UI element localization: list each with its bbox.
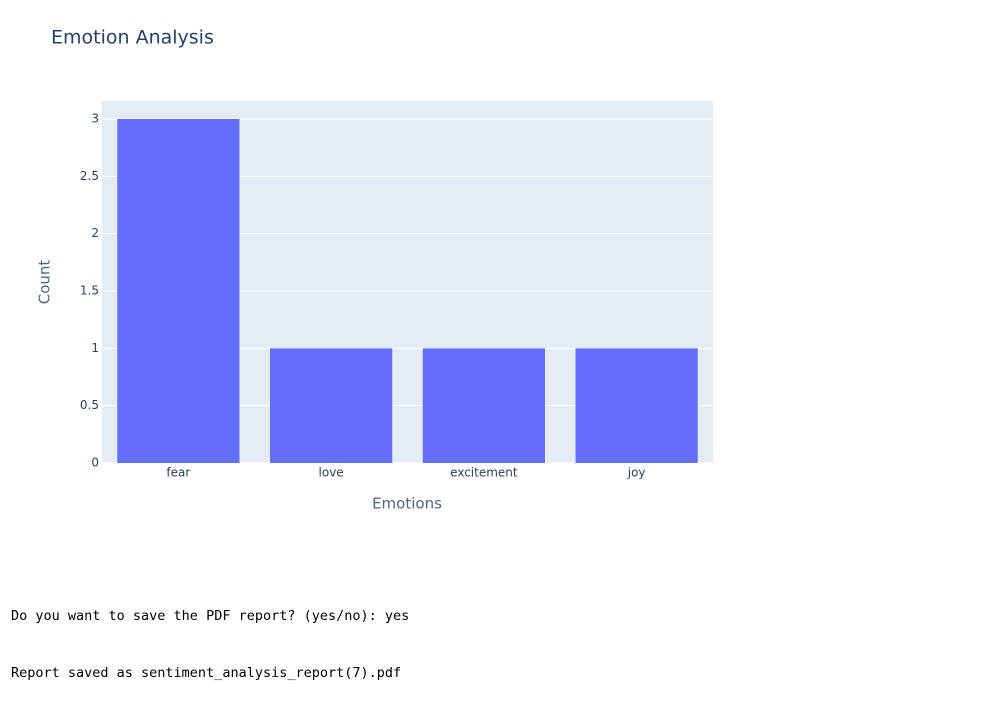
- chart: Emotion Analysis Emotions Count 0 0.5 1 1.5…: [36, 27, 713, 513]
- chart-title: Emotion Analysis: [51, 27, 214, 49]
- x-tick-label: fear: [166, 466, 190, 480]
- y-tick-label: 2: [91, 226, 99, 240]
- console-line: Do you want to save the PDF report? (yes…: [11, 608, 410, 624]
- x-axis-title: Emotions: [372, 495, 442, 513]
- x-tick-label: love: [319, 466, 344, 480]
- y-tick-label: 0.5: [80, 398, 99, 412]
- y-tick-label: 3: [91, 112, 99, 126]
- console-output: Do you want to save the PDF report? (yes…: [11, 569, 409, 702]
- bar: [422, 348, 545, 463]
- bar: [270, 348, 393, 463]
- bar: [117, 119, 240, 463]
- page: {"chart_data": {"type": "bar", "title": …: [11, 26, 713, 681]
- y-tick-label: 1: [91, 341, 99, 355]
- y-tick-label: 0: [91, 456, 99, 470]
- y-tick-label: 2.5: [80, 169, 99, 183]
- x-tick-label: joy: [627, 466, 646, 480]
- bar: [575, 348, 698, 463]
- console-line: Report saved as sentiment_analysis_repor…: [11, 665, 402, 681]
- x-tick-label: excitement: [450, 466, 518, 480]
- y-axis-title: Count: [36, 260, 54, 305]
- y-tick-label: 1.5: [80, 284, 99, 298]
